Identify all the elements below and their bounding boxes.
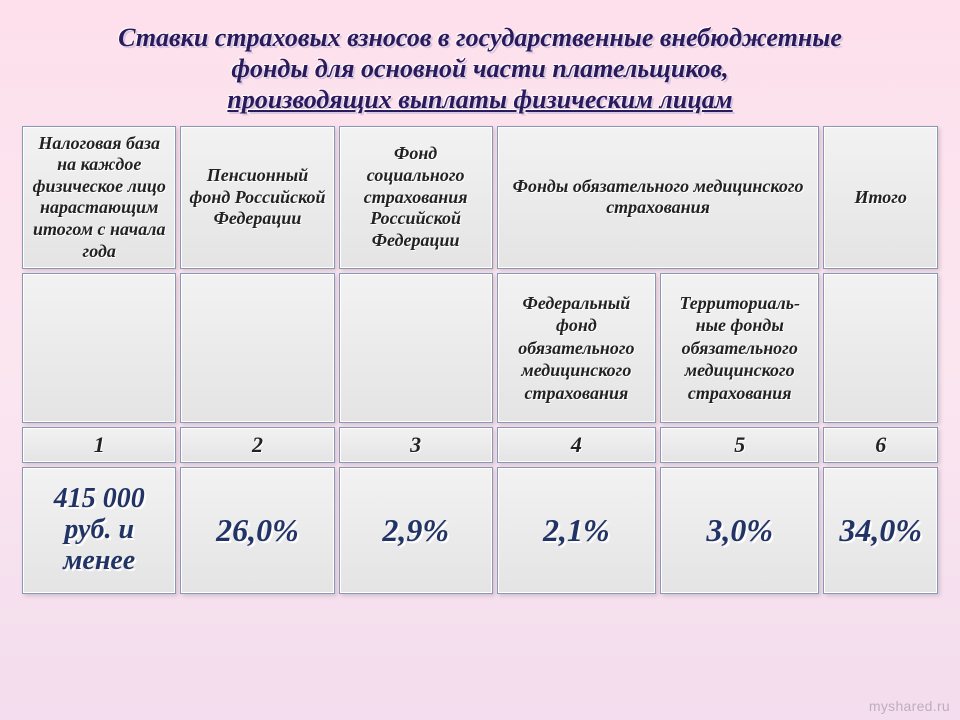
cell-social-rate: 2,9% xyxy=(339,467,493,593)
title-line-1: Ставки страховых взносов в государственн… xyxy=(30,22,930,53)
cell-pension-rate: 26,0% xyxy=(180,467,334,593)
col-number-5: 5 xyxy=(660,427,819,463)
col-number-6: 6 xyxy=(823,427,938,463)
cell-total-rate: 34,0% xyxy=(823,467,938,593)
subheader-empty-1 xyxy=(22,273,176,423)
col-number-3: 3 xyxy=(339,427,493,463)
subheader-federal-med: Федеральный фонд обязательного медицинск… xyxy=(497,273,656,423)
slide-title: Ставки страховых взносов в государственн… xyxy=(0,0,960,122)
cell-federal-med-rate: 2,1% xyxy=(497,467,656,593)
rates-table: Налоговая база на каждое физическое лицо… xyxy=(18,122,942,598)
subheader-empty-3 xyxy=(339,273,493,423)
col-header-tax-base: Налоговая база на каждое физическое лицо… xyxy=(22,126,176,270)
col-header-pension-fund: Пенсионный фонд Российской Федерации xyxy=(180,126,334,270)
title-line-2: фонды для основной части плательщиков, xyxy=(30,53,930,84)
col-header-total: Итого xyxy=(823,126,938,270)
subheader-empty-6 xyxy=(823,273,938,423)
subheader-empty-2 xyxy=(180,273,334,423)
col-header-medical-insurance: Фонды обязательного медицинского страхов… xyxy=(497,126,820,270)
col-header-social-insurance: Фонд социального страхования Российской … xyxy=(339,126,493,270)
cell-territorial-med-rate: 3,0% xyxy=(660,467,819,593)
title-line-3: производящих выплаты физическим лицам xyxy=(30,84,930,115)
col-number-4: 4 xyxy=(497,427,656,463)
col-number-2: 2 xyxy=(180,427,334,463)
subheader-territorial-med: Территориаль-ные фонды обязательного мед… xyxy=(660,273,819,423)
col-number-1: 1 xyxy=(22,427,176,463)
watermark: myshared.ru xyxy=(869,698,950,714)
cell-tax-base: 415 000 руб. и менее xyxy=(22,467,176,593)
